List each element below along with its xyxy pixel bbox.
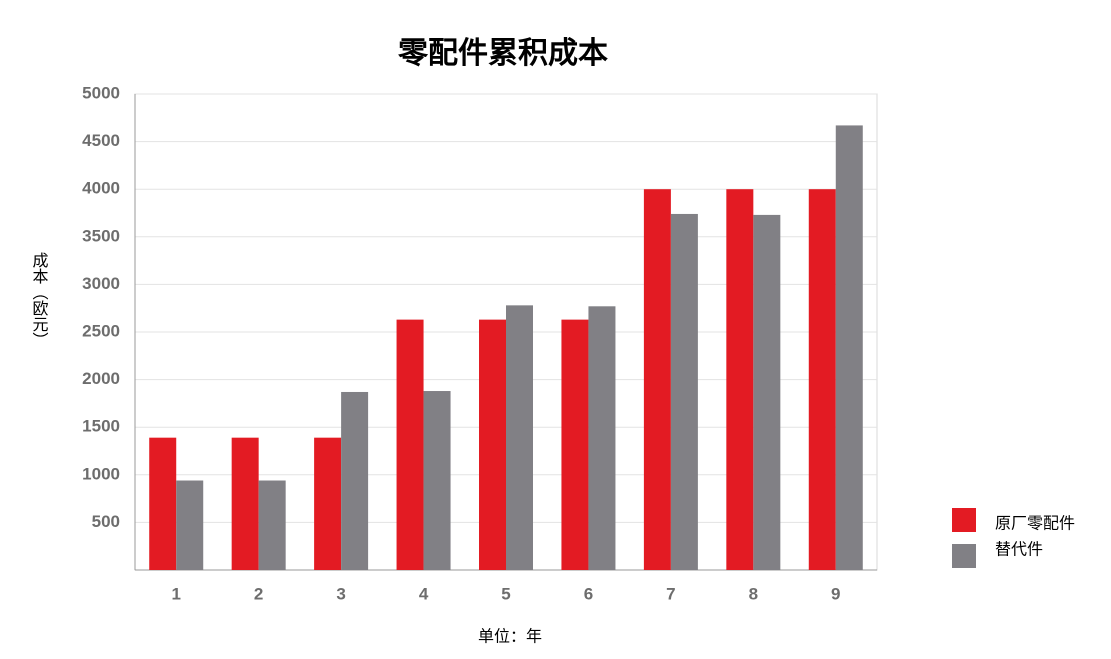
chart-title: 零配件累积成本 [398, 36, 608, 71]
bar [479, 319, 506, 570]
y-tick-label: 2500 [82, 321, 120, 340]
bar [258, 480, 286, 570]
bar [726, 189, 754, 570]
legend-swatch [952, 544, 976, 568]
bar [423, 391, 451, 570]
x-tick-label: 8 [749, 584, 758, 603]
bar [176, 480, 204, 570]
bar [506, 305, 533, 570]
bar [808, 189, 836, 570]
x-tick-label: 4 [419, 584, 429, 603]
legend-swatch [952, 508, 976, 532]
y-tick-label: 4000 [82, 179, 120, 198]
x-axis-label: 单位：年 [478, 627, 542, 646]
bar [396, 319, 424, 570]
bar [231, 437, 259, 570]
x-tick-label: 9 [831, 584, 840, 603]
x-tick-label: 1 [171, 584, 180, 603]
bar [835, 125, 863, 570]
bar [670, 213, 698, 570]
bar [341, 391, 369, 570]
y-tick-label: 1500 [82, 417, 120, 436]
x-tick-label: 2 [254, 584, 263, 603]
legend-label: 原厂零配件 [995, 514, 1075, 533]
bar [561, 319, 589, 570]
y-tick-label: 3500 [82, 226, 120, 245]
y-tick-label: 2000 [82, 369, 120, 388]
y-axis-label: 成本（欧元） [30, 252, 49, 348]
legend-label: 替代件 [995, 540, 1043, 559]
x-tick-label: 5 [501, 584, 510, 603]
y-tick-label: 1000 [82, 464, 120, 483]
bar [314, 437, 342, 570]
x-tick-label: 6 [584, 584, 593, 603]
bar [149, 437, 177, 570]
y-tick-label: 500 [92, 512, 120, 531]
y-tick-label: 5000 [82, 83, 120, 102]
y-tick-label: 4500 [82, 131, 120, 150]
y-tick-label: 3000 [82, 274, 120, 293]
x-tick-label: 7 [666, 584, 675, 603]
bar [753, 214, 781, 571]
bar [588, 306, 616, 570]
bar [643, 189, 671, 570]
x-tick-label: 3 [336, 584, 345, 603]
